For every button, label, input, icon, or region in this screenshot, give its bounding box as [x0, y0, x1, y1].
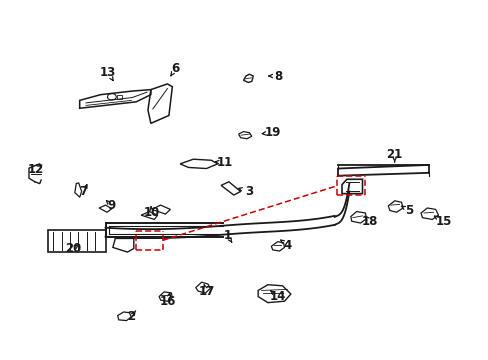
Text: 16: 16 — [159, 295, 175, 308]
Text: 5: 5 — [405, 204, 412, 217]
Text: 3: 3 — [245, 185, 253, 198]
Text: 4: 4 — [283, 239, 291, 252]
Text: 15: 15 — [434, 215, 451, 228]
Polygon shape — [341, 179, 362, 194]
Text: 2: 2 — [127, 310, 135, 324]
Text: 7: 7 — [80, 185, 87, 198]
Text: 12: 12 — [28, 163, 44, 176]
Text: 9: 9 — [107, 199, 116, 212]
Text: 18: 18 — [362, 215, 378, 228]
Text: 21: 21 — [386, 148, 402, 161]
Text: 1: 1 — [223, 229, 231, 242]
Text: 20: 20 — [64, 242, 81, 255]
Text: 14: 14 — [269, 290, 285, 303]
Text: 11: 11 — [216, 156, 233, 169]
Polygon shape — [113, 238, 134, 252]
Text: 6: 6 — [171, 62, 179, 75]
Text: 8: 8 — [274, 69, 282, 82]
Text: 19: 19 — [264, 126, 281, 139]
Text: 10: 10 — [143, 207, 160, 220]
Text: 13: 13 — [100, 66, 116, 79]
Text: 17: 17 — [198, 285, 214, 298]
